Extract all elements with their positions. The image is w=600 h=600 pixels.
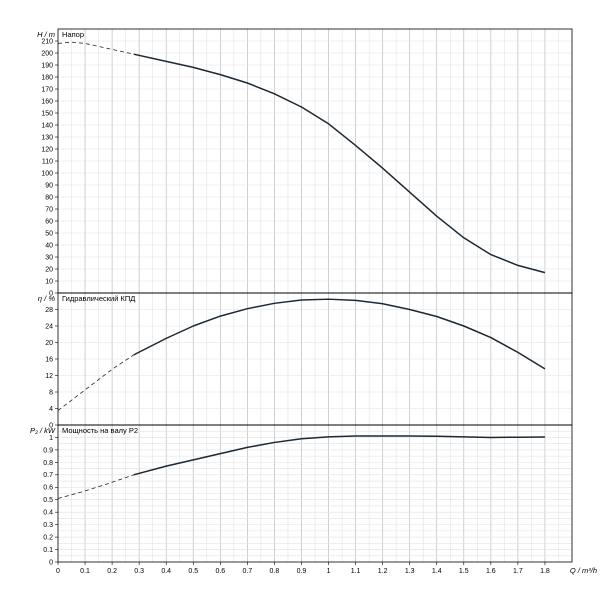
power-panel-title: Мощность на валу P2 bbox=[62, 426, 138, 435]
head-y-tick-label: 130 bbox=[41, 134, 53, 141]
x-tick-label: 0.9 bbox=[297, 568, 307, 575]
head-y-tick-label: 70 bbox=[45, 206, 53, 213]
head-y-tick-label: 180 bbox=[41, 74, 53, 81]
head-y-tick-label: 150 bbox=[41, 110, 53, 117]
efficiency-y-tick-label: 16 bbox=[45, 356, 53, 363]
efficiency-panel-title: Гидравлический КПД bbox=[62, 294, 135, 303]
head-y-tick-label: 80 bbox=[45, 194, 53, 201]
power-curve bbox=[133, 435, 545, 476]
power-y-tick-label: 0.6 bbox=[43, 485, 53, 492]
power-y-axis-label: P₂ / kW bbox=[30, 426, 56, 435]
head-panel-title: Напор bbox=[62, 30, 84, 39]
head-y-tick-label: 20 bbox=[45, 266, 53, 273]
x-tick-label: 0.2 bbox=[107, 568, 117, 575]
x-axis-label: Q / m³/h bbox=[570, 566, 597, 575]
x-tick-label: 1.3 bbox=[405, 568, 415, 575]
power-y-tick-label: 0 bbox=[49, 559, 53, 566]
efficiency-curve-extrapolated bbox=[57, 354, 134, 411]
power-y-tick-label: 0.4 bbox=[43, 510, 53, 517]
head-y-tick-label: 100 bbox=[41, 170, 53, 177]
head-curve-extrapolated bbox=[57, 41, 134, 55]
x-tick-label: 1.1 bbox=[351, 568, 361, 575]
efficiency-curve bbox=[133, 298, 546, 370]
efficiency-panel bbox=[55, 293, 572, 426]
power-y-tick-label: 0.5 bbox=[43, 497, 53, 504]
head-y-tick-label: 160 bbox=[41, 98, 53, 105]
head-y-tick-label: 170 bbox=[41, 86, 53, 93]
x-tick-label: 0.7 bbox=[243, 568, 253, 575]
x-tick-label: 1.5 bbox=[459, 568, 469, 575]
head-y-axis-label: H / m bbox=[37, 30, 55, 39]
power-y-tick-label: 0.7 bbox=[43, 472, 53, 479]
x-tick-label: 0 bbox=[56, 568, 60, 575]
x-tick-label: 0.4 bbox=[161, 568, 171, 575]
plot-frame bbox=[57, 28, 573, 563]
power-y-tick-label: 0.2 bbox=[43, 534, 53, 541]
x-tick-label: 1 bbox=[327, 568, 331, 575]
x-tick-label: 0.1 bbox=[80, 568, 90, 575]
efficiency-y-tick-label: 24 bbox=[45, 323, 53, 330]
x-tick-label: 1.4 bbox=[432, 568, 442, 575]
x-tick-label: 0.8 bbox=[270, 568, 280, 575]
efficiency-y-axis-label: η / % bbox=[38, 294, 55, 303]
head-curve bbox=[133, 53, 546, 274]
head-y-tick-label: 60 bbox=[45, 218, 53, 225]
head-y-tick-label: 140 bbox=[41, 122, 53, 129]
x-tick-label: 1.7 bbox=[513, 568, 523, 575]
efficiency-y-tick-label: 8 bbox=[49, 389, 53, 396]
head-y-tick-label: 200 bbox=[41, 50, 53, 57]
head-y-tick-label: 90 bbox=[45, 182, 53, 189]
head-y-tick-label: 40 bbox=[45, 242, 53, 249]
power-panel bbox=[55, 425, 572, 563]
head-y-tick-label: 30 bbox=[45, 254, 53, 261]
power-y-tick-label: 0.9 bbox=[43, 447, 53, 454]
x-tick-label: 0.3 bbox=[134, 568, 144, 575]
x-tick-label: 0.5 bbox=[188, 568, 198, 575]
power-curve-extrapolated bbox=[57, 474, 134, 499]
power-y-tick-label: 1 bbox=[49, 435, 53, 442]
power-y-tick-label: 0.3 bbox=[43, 522, 53, 529]
head-y-tick-label: 10 bbox=[45, 278, 53, 285]
head-panel bbox=[55, 29, 572, 294]
power-y-tick-label: 0.8 bbox=[43, 460, 53, 467]
head-y-tick-label: 0 bbox=[49, 290, 53, 297]
x-tick-label: 0.6 bbox=[215, 568, 225, 575]
head-y-tick-label: 50 bbox=[45, 230, 53, 237]
head-y-tick-label: 120 bbox=[41, 146, 53, 153]
x-tick-label: 1.6 bbox=[486, 568, 496, 575]
power-y-tick-label: 0.1 bbox=[43, 547, 53, 554]
efficiency-y-tick-label: 0 bbox=[49, 422, 53, 429]
x-tick-label: 1.8 bbox=[540, 568, 550, 575]
head-y-tick-label: 210 bbox=[41, 38, 53, 45]
head-y-tick-label: 110 bbox=[42, 158, 53, 165]
efficiency-y-tick-label: 20 bbox=[45, 340, 53, 347]
efficiency-y-tick-label: 4 bbox=[49, 406, 53, 413]
efficiency-y-tick-label: 28 bbox=[45, 307, 53, 314]
x-tick-label: 1.2 bbox=[378, 568, 388, 575]
efficiency-y-tick-label: 12 bbox=[45, 373, 53, 380]
head-y-tick-label: 190 bbox=[41, 62, 53, 69]
